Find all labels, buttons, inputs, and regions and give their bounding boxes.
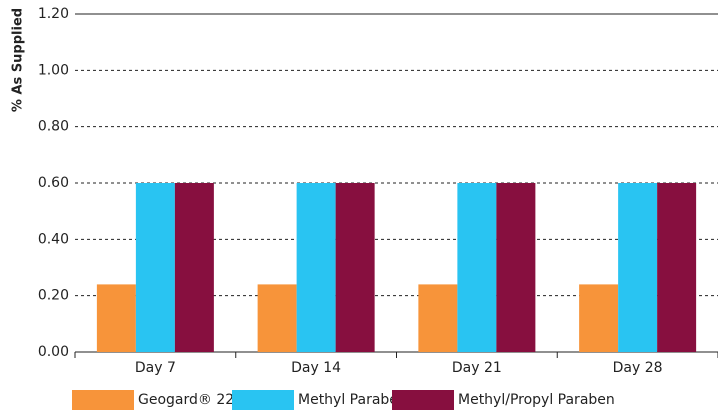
legend-label: Methyl/Propyl Paraben <box>458 392 615 408</box>
legend-swatch <box>392 390 454 410</box>
y-tick-label: 1.20 <box>38 6 69 22</box>
x-tick-label: Day 7 <box>135 360 176 376</box>
y-tick-label: 0.80 <box>38 119 69 135</box>
y-axis-label: % As Supplied <box>11 8 26 112</box>
legend-label: Geogard® 221 <box>138 392 243 408</box>
y-tick-label: 0.60 <box>38 175 69 191</box>
bar <box>335 183 375 352</box>
y-tick-label: 0.20 <box>38 288 69 304</box>
bar <box>657 183 697 352</box>
bar <box>418 284 458 352</box>
bar <box>257 284 297 352</box>
legend-label: Methyl Paraben <box>298 392 407 408</box>
bar <box>96 284 136 352</box>
bar <box>174 183 214 352</box>
bar <box>135 183 175 352</box>
bar <box>496 183 536 352</box>
legend-swatch <box>72 390 134 410</box>
y-tick-label: 1.00 <box>38 62 69 78</box>
bar <box>618 183 658 352</box>
bar <box>457 183 497 352</box>
bar <box>579 284 619 352</box>
x-tick-label: Day 28 <box>613 360 663 376</box>
x-tick-label: Day 21 <box>452 360 502 376</box>
legend-swatch <box>232 390 294 410</box>
y-tick-label: 0.00 <box>38 344 69 360</box>
y-tick-label: 0.40 <box>38 231 69 247</box>
bar <box>296 183 336 352</box>
x-tick-label: Day 14 <box>291 360 341 376</box>
